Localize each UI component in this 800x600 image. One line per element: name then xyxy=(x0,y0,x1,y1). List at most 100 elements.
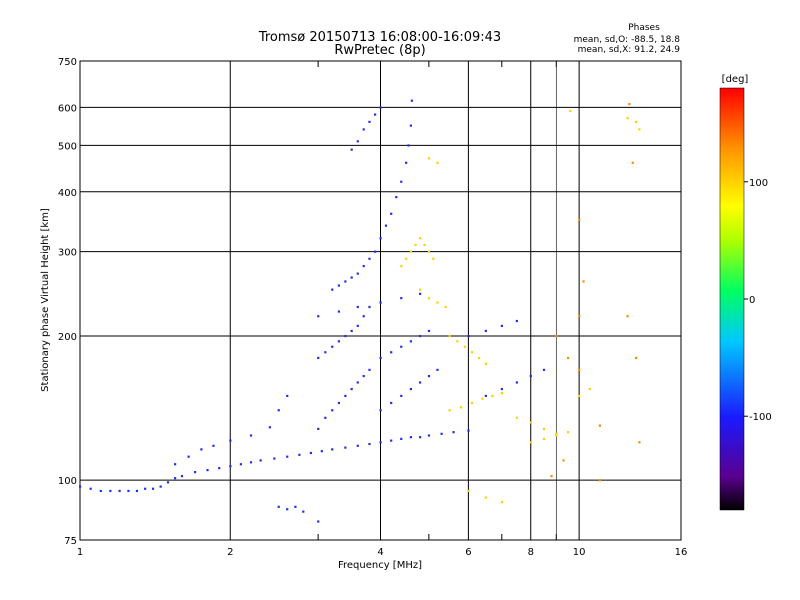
data-point xyxy=(356,140,359,143)
data-point xyxy=(436,161,439,164)
data-point xyxy=(151,487,155,490)
y-tick-label: 750 xyxy=(58,57,77,68)
data-point xyxy=(187,455,190,458)
data-point xyxy=(390,401,393,405)
data-point xyxy=(356,324,359,328)
data-point xyxy=(379,409,382,412)
data-point xyxy=(500,501,504,504)
data-point xyxy=(259,459,262,462)
data-point xyxy=(578,218,581,221)
data-point xyxy=(298,453,301,456)
y-ticks: 75 100 200 300 400 500 600 750 xyxy=(58,57,77,547)
data-point xyxy=(529,441,532,444)
data-point xyxy=(477,356,481,360)
data-point xyxy=(350,148,353,151)
data-point xyxy=(379,106,382,109)
data-point xyxy=(362,128,365,131)
data-point xyxy=(555,334,558,338)
data-point xyxy=(118,489,121,493)
data-point xyxy=(356,272,359,275)
data-point xyxy=(400,345,403,348)
data-point xyxy=(484,496,487,499)
colorbar-label: [deg] xyxy=(722,74,749,85)
data-point xyxy=(467,429,470,432)
data-point xyxy=(194,470,197,474)
x-tick-label: 1 xyxy=(77,547,83,558)
data-point xyxy=(470,351,474,354)
data-point xyxy=(350,387,353,391)
x-tick-label: 16 xyxy=(675,547,688,558)
data-point xyxy=(324,416,327,419)
data-point xyxy=(99,489,102,493)
data-point xyxy=(529,374,532,378)
data-point xyxy=(350,276,353,279)
x-tick-label: 2 xyxy=(227,547,233,558)
colorbar: [deg] 100 0 -100 xyxy=(719,74,772,511)
data-point xyxy=(277,505,280,508)
data-point xyxy=(286,508,289,511)
data-point xyxy=(294,505,297,508)
data-point xyxy=(356,305,359,309)
y-tick-label: 75 xyxy=(64,536,77,547)
data-point xyxy=(436,368,439,371)
data-point xyxy=(588,387,591,391)
data-point xyxy=(379,356,382,360)
data-point xyxy=(218,467,221,470)
data-point xyxy=(400,437,403,440)
data-point xyxy=(400,297,403,300)
data-point xyxy=(440,432,443,435)
data-point xyxy=(491,394,494,398)
data-point xyxy=(626,117,629,120)
data-point xyxy=(432,257,435,260)
data-point xyxy=(249,461,253,464)
data-point xyxy=(515,416,518,419)
data-point xyxy=(331,409,334,412)
data-point xyxy=(89,487,92,490)
data-point xyxy=(409,124,412,127)
data-point xyxy=(414,243,417,246)
data-point xyxy=(628,102,631,106)
data-point xyxy=(368,120,371,123)
data-point xyxy=(467,489,470,493)
data-point xyxy=(368,442,371,446)
data-point xyxy=(379,301,382,304)
data-point xyxy=(200,448,203,451)
data-point xyxy=(109,489,112,493)
data-point xyxy=(344,446,347,449)
data-point xyxy=(626,315,629,318)
data-point xyxy=(144,487,147,490)
data-point xyxy=(467,334,470,338)
data-point xyxy=(542,427,546,431)
data-point xyxy=(634,120,638,123)
x-tick-label: 6 xyxy=(465,547,471,558)
data-point xyxy=(344,280,347,283)
data-point xyxy=(395,196,398,199)
data-point xyxy=(542,368,546,371)
data-point xyxy=(409,340,412,343)
data-point xyxy=(268,426,271,429)
data-point xyxy=(379,237,382,240)
data-point xyxy=(419,381,422,384)
colorbar-ticks: 100 0 -100 xyxy=(744,178,772,423)
data-point xyxy=(515,319,518,323)
data-point xyxy=(317,315,320,318)
data-point xyxy=(173,477,177,480)
data-point xyxy=(582,280,585,283)
chart-subtitle: RwPretec (8p) xyxy=(334,43,425,58)
data-point xyxy=(127,489,130,493)
data-point xyxy=(390,439,393,442)
data-point xyxy=(405,161,408,164)
data-point xyxy=(481,397,484,400)
chart-title: Tromsø 20150713 16:08:00-16:09:43 xyxy=(258,30,501,45)
grid-lines xyxy=(80,61,681,540)
data-point xyxy=(239,463,243,466)
data-point xyxy=(484,329,487,333)
data-point xyxy=(631,161,634,164)
data-point xyxy=(356,381,359,384)
data-point xyxy=(456,340,459,343)
x-axis-label: Frequency [MHz] xyxy=(338,560,422,571)
data-point xyxy=(409,250,412,253)
data-point xyxy=(249,434,253,437)
data-point xyxy=(529,421,532,424)
plot-area: 1 2 4 6 8 10 16 75 100 200 300 400 500 600 750 xyxy=(58,57,687,558)
